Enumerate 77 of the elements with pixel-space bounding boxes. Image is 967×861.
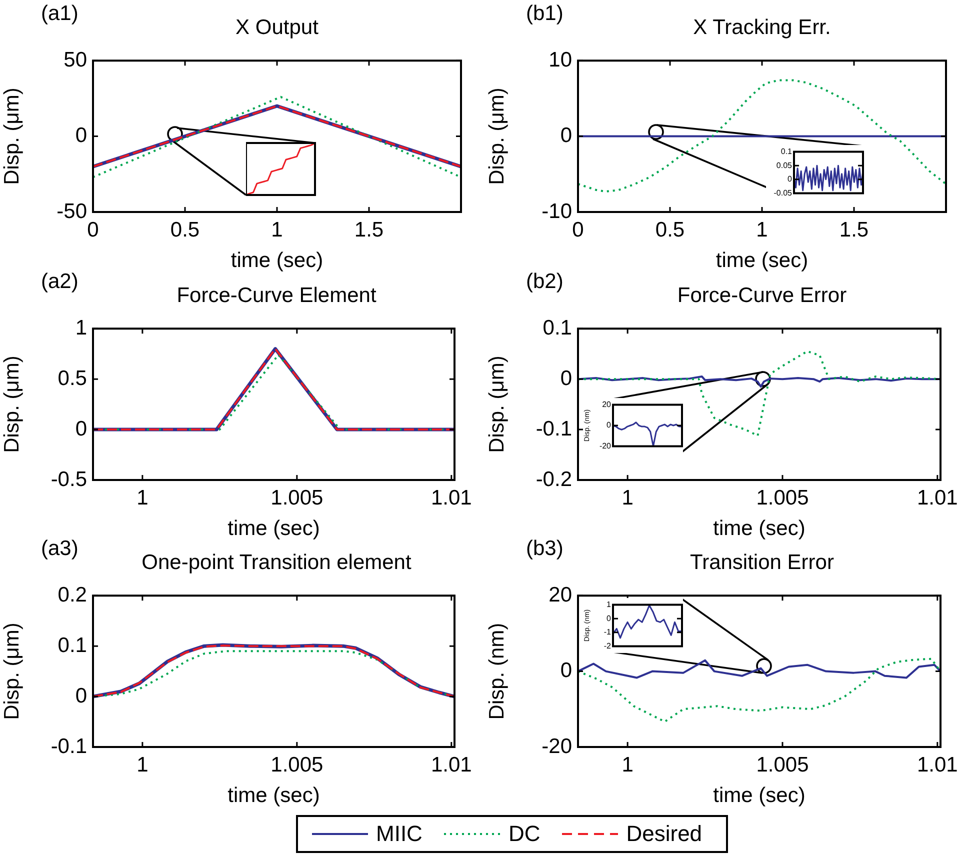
y-tick-label: -10 [542,200,572,223]
y-tick-label: 0 [788,174,793,184]
y-axis-title: Disp. (μm) [0,622,24,720]
y-tick-label: 10 [548,48,572,72]
x-tick-label: 0.5 [170,218,200,242]
chart-title: Force-Curve Error [677,284,847,307]
y-tick-label: 0.1 [780,147,793,156]
y-axis-title: Disp. (nm) [485,622,508,720]
text: (a2) [41,270,78,294]
x-tick-label: 1 [136,486,148,510]
text: (b2) [526,270,564,294]
y-tick-label: 0 [560,366,572,390]
y-axis-title: Disp. (μm) [485,88,508,185]
x-tick-label: 1 [271,218,283,242]
x-tick-label: 1.01 [916,486,958,510]
y-tick-label: -0.1 [50,734,87,758]
text: (a1) [41,2,78,26]
y-tick-label: 0.1 [542,316,572,340]
y-tick-label: -2 [604,641,612,650]
y-tick-label: 0 [560,659,572,682]
y-tick-label: 0.2 [58,583,87,606]
chart-title: One-point Transition element [142,551,412,574]
y-tick-label: 0 [606,420,612,430]
chart-title: X Tracking Err. [693,16,831,39]
x-tick-label: 1.005 [270,486,324,510]
y-tick-label: 1 [606,600,612,610]
y-tick-label: 0 [75,124,87,148]
chart-title: Force-Curve Element [176,284,376,307]
x-axis-title: time (sec) [228,517,320,540]
y-tick-label: 20 [602,400,612,410]
x-tick-label: 0.5 [655,218,685,242]
y-tick-label: 0 [75,684,87,708]
x-tick-label: 1.005 [756,753,809,776]
y-tick-label: 0 [606,614,612,623]
y-tick-label: 0.5 [58,366,87,390]
x-tick-label: 1.005 [756,486,809,510]
y-tick-label: -20 [542,734,572,758]
chart-title: Transition Error [690,551,834,574]
x-axis-title: time (sec) [713,517,806,540]
y-tick-label: -0.1 [536,417,572,440]
x-axis-title: time (sec) [228,784,320,808]
x-axis-title: time (sec) [230,249,324,272]
y-axis-title: Disp. (μm) [0,356,24,453]
y-tick-label: 0.1 [58,634,87,657]
x-tick-label: 1 [622,753,634,776]
x-tick-label: 1 [622,486,634,510]
x-tick-label: 1 [756,218,768,242]
text: (b3) [526,537,564,561]
y-axis-title: Disp. (μm) [485,356,508,453]
legend-label: Desired [626,821,702,847]
y-tick-label: -0.2 [536,468,572,491]
x-tick-label: 1.5 [839,218,869,242]
x-axis-title: time (sec) [713,784,806,808]
y-axis-title: Disp. (μm) [0,88,24,185]
x-tick-label: 1.01 [430,753,472,776]
y-tick-label: 1 [75,316,87,340]
y-tick-label: -20 [599,441,612,450]
text: (a3) [41,537,78,561]
y-tick-label: -1 [604,628,612,637]
y-tick-label: 50 [64,48,87,72]
x-tick-label: 1.01 [430,486,472,510]
y-tick-label: 0 [560,124,572,148]
x-tick-label: 1.01 [916,753,958,776]
x-tick-label: 1.005 [270,753,324,776]
x-tick-label: 1 [136,753,148,776]
legend-label: MIIC [376,821,422,847]
y-tick-label: 20 [548,583,572,606]
y-tick-label: 0 [75,417,87,440]
text: (b1) [526,2,564,26]
chart-title: X Output [236,16,318,39]
y-tick-label: -0.05 [774,188,793,198]
x-tick-label: 1.5 [354,218,384,242]
legend-label: DC [508,821,540,847]
y-tick-label: -50 [56,200,87,223]
y-tick-label: 0.05 [776,160,793,170]
x-axis-title: time (sec) [716,249,808,272]
y-tick-label: -0.5 [50,468,87,491]
